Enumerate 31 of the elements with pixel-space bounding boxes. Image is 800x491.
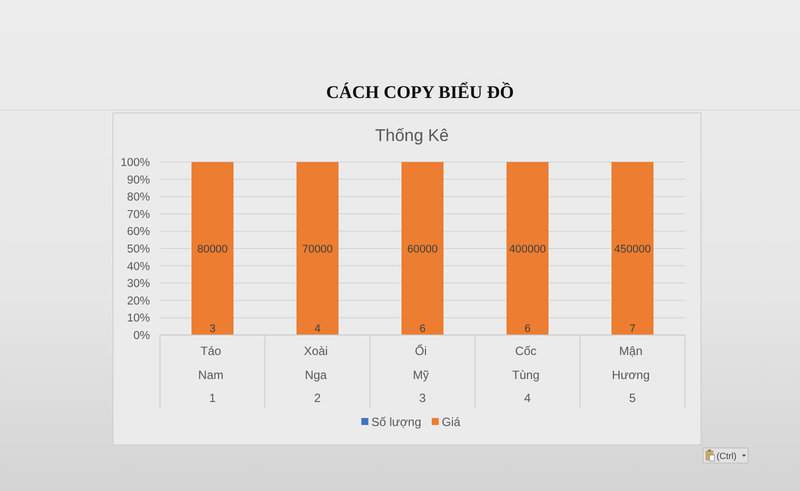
annotation: 7	[629, 323, 636, 335]
legend-label: Số lượng	[371, 415, 422, 429]
y-tick-label: 0%	[133, 330, 150, 342]
y-tick-label: 50%	[126, 244, 150, 256]
chart-subtitle: Thống Kê	[375, 126, 449, 145]
annotation: 80000	[197, 244, 228, 256]
y-tick-label: 20%	[126, 295, 150, 308]
annotation: 6	[419, 323, 426, 335]
annotation: 450000	[614, 244, 651, 256]
x-tick-label: Mận Hương 5	[612, 344, 654, 405]
y-tick-label: 40%	[126, 260, 150, 273]
annotation: 4	[314, 323, 321, 335]
y-tick-label: 70%	[126, 208, 150, 221]
annotation: 400000	[509, 244, 546, 256]
y-tick-label: 60%	[126, 226, 150, 238]
x-tick-label: Cốc Tùng 4	[512, 344, 543, 405]
annotation: 70000	[302, 244, 333, 256]
y-tick-label: 10%	[126, 312, 150, 325]
x-tick-label: Táo Nam 1	[198, 344, 227, 405]
x-tick-label: Xoài Nga 2	[304, 344, 332, 405]
legend-label: Giá	[442, 415, 461, 429]
y-tick-label: 100%	[120, 157, 150, 169]
chart-title: CÁCH COPY BIỂU ĐỒ	[326, 81, 514, 102]
annotation: 6	[524, 323, 531, 335]
text: (Ctrl)	[716, 451, 736, 461]
y-tick-label: 90%	[126, 174, 150, 186]
x-tick-label: Ổi Mỹ 3	[412, 344, 432, 405]
annotation: 3	[209, 323, 216, 335]
annotation: 60000	[407, 244, 438, 256]
y-tick-label: 30%	[126, 278, 150, 290]
y-tick-label: 80%	[126, 192, 150, 204]
